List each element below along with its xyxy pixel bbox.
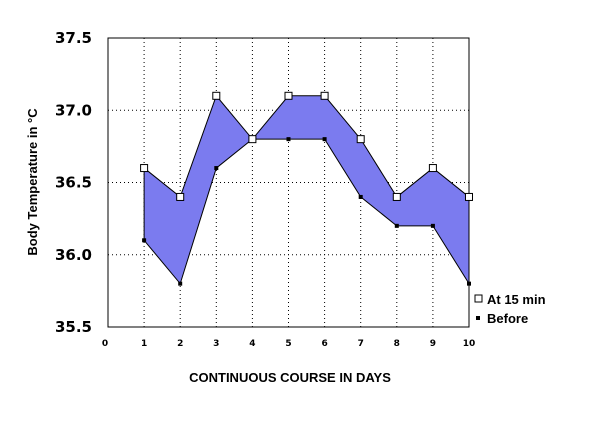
x-tick-label: 1 — [141, 339, 147, 349]
legend-marker-before — [476, 316, 480, 320]
marker-before — [178, 281, 183, 286]
marker-before — [142, 238, 147, 243]
marker-before — [214, 166, 219, 171]
marker-at-15-min — [212, 91, 221, 100]
series-lines — [143, 94, 470, 285]
plot-frame — [107, 37, 470, 328]
x-tick-label: 9 — [430, 339, 436, 349]
marker-before — [467, 281, 471, 286]
marker-at-15-min — [320, 91, 329, 100]
fill-between-area — [144, 95, 469, 284]
y-tick-label: 37.0 — [55, 101, 92, 119]
x-tick-label: 0 — [102, 339, 108, 349]
series-line-1 — [143, 138, 470, 285]
marker-at-15-min — [428, 164, 437, 173]
series-line-0 — [143, 94, 470, 198]
marker-at-15-min — [392, 192, 401, 201]
y-tick-label: 36.5 — [55, 174, 92, 192]
x-tick-label: 10 — [463, 339, 476, 349]
marker-at-15-min — [140, 164, 149, 173]
marker-before — [430, 223, 435, 228]
marker-before — [286, 137, 291, 142]
legend-label-before: Before — [487, 311, 528, 326]
legend-label-at-15-min: At 15 min — [487, 292, 546, 307]
marker-at-15-min — [248, 135, 257, 144]
y-tick-label: 35.5 — [55, 318, 92, 336]
x-tick-label: 7 — [358, 339, 364, 349]
legend-marker-at-15-min — [474, 294, 483, 303]
x-tick-label: 4 — [249, 339, 255, 349]
y-tick-label: 36.0 — [55, 246, 92, 264]
marker-at-15-min — [356, 135, 365, 144]
x-tick-labels: 0 1 2 3 4 5 6 7 8 9 10 — [102, 339, 475, 349]
marker-at-15-min — [465, 192, 473, 201]
marker-at-15-min — [176, 192, 185, 201]
x-tick-label: 3 — [213, 339, 219, 349]
marker-before — [394, 223, 399, 228]
series-markers — [140, 91, 473, 286]
marker-before — [358, 194, 363, 199]
x-axis-label: CONTINUOUS COURSE IN DAYS — [189, 370, 391, 385]
marker-before — [322, 137, 327, 142]
y-axis-label: Body Temperature in °C — [25, 108, 40, 256]
y-tick-label: 37.5 — [55, 29, 92, 47]
x-tick-label: 6 — [321, 339, 327, 349]
marker-at-15-min — [284, 91, 293, 100]
legend: At 15 min Before — [474, 292, 546, 326]
x-tick-label: 5 — [285, 339, 291, 349]
y-tick-labels: 35.5 36.0 36.5 37.0 37.5 — [55, 29, 92, 336]
x-tick-label: 2 — [177, 339, 183, 349]
x-tick-label: 8 — [394, 339, 400, 349]
